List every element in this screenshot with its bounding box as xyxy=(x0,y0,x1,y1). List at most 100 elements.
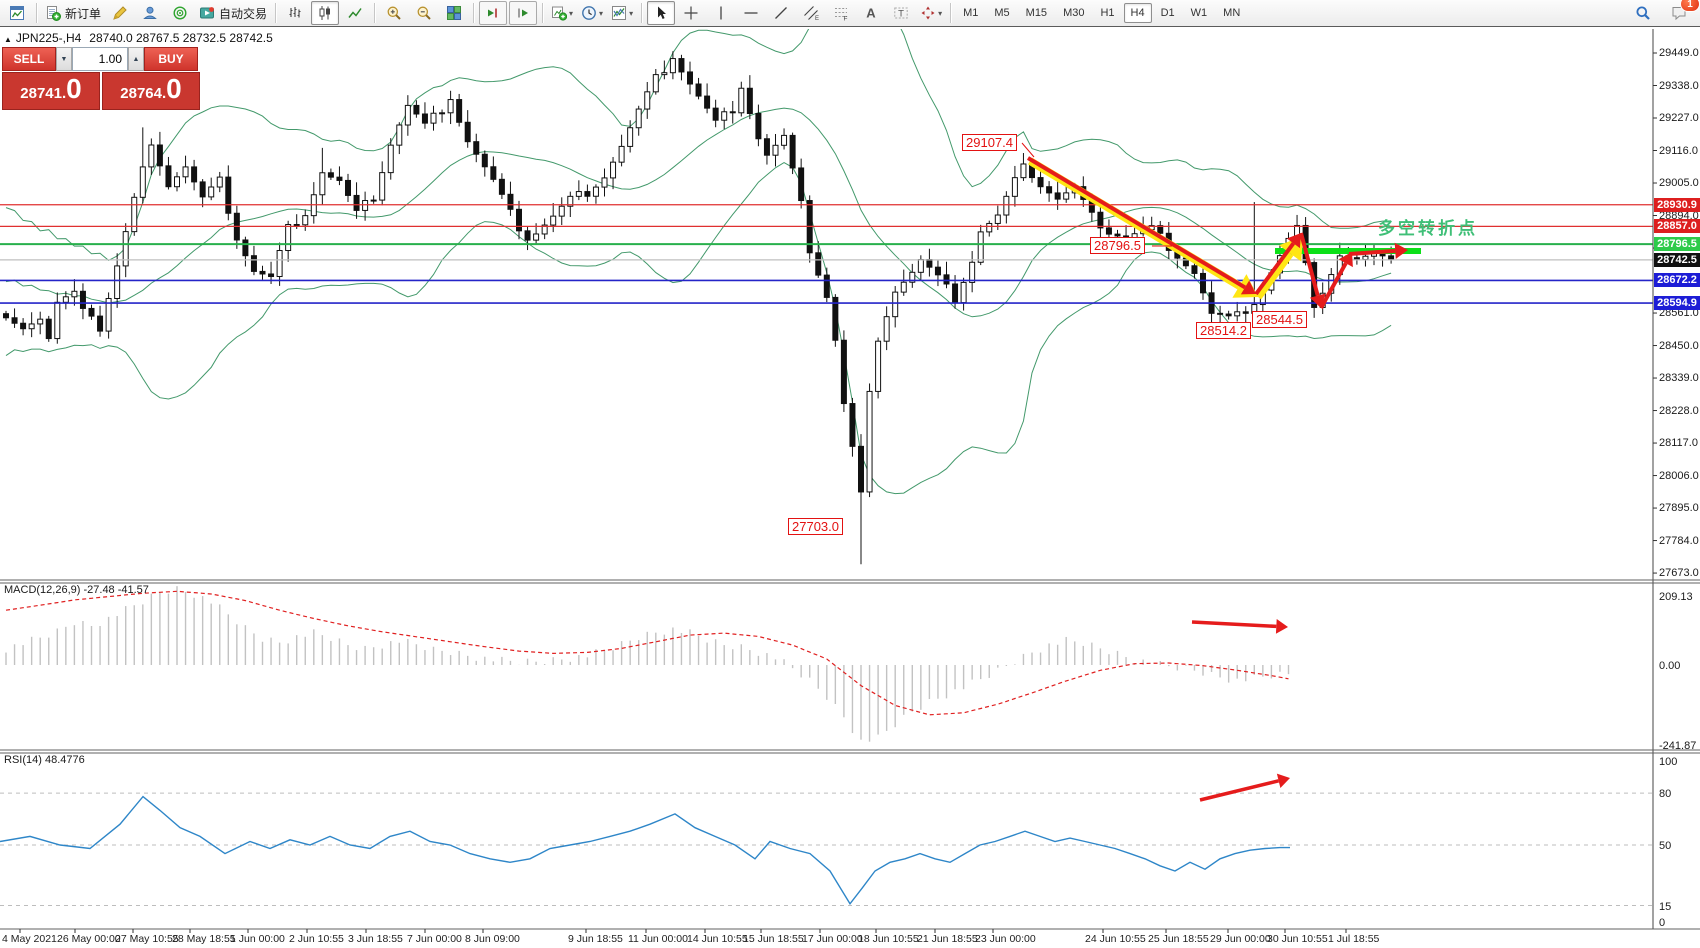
sell-price[interactable]: 28741. 0 xyxy=(2,72,100,110)
chevron-down-icon[interactable]: ▾ xyxy=(938,8,943,18)
sell-price-main: 28741. xyxy=(20,85,67,102)
chat-button[interactable]: 1 xyxy=(1665,0,1700,25)
timeframe-h4-button[interactable]: H4 xyxy=(1123,3,1152,23)
toolbar-separator xyxy=(275,3,277,23)
svg-text:F: F xyxy=(844,16,848,22)
line-chart-button[interactable] xyxy=(341,1,369,25)
crosshair-icon xyxy=(684,6,698,20)
timeframe-m5-button[interactable]: M5 xyxy=(994,7,1010,19)
zoom-out-button[interactable] xyxy=(410,1,438,25)
timeframe-m30-button[interactable]: M30 xyxy=(1063,7,1085,19)
crosshair-button[interactable] xyxy=(677,1,705,25)
bar-chart-button[interactable] xyxy=(281,1,309,25)
buy-price[interactable]: 28764. 0 xyxy=(102,72,200,110)
price-axis-tick: 28006.0 xyxy=(1659,469,1699,482)
time-axis-label: 7 Jun 00:00 xyxy=(407,933,462,945)
price-axis-tick: 29338.0 xyxy=(1659,79,1699,92)
price-annotation-label[interactable]: 28544.5 xyxy=(1252,311,1307,328)
macd-label: MACD(12,26,9) -27.48 -41.57 xyxy=(4,584,149,596)
chevron-down-icon[interactable]: ▾ xyxy=(599,8,604,18)
volume-input[interactable] xyxy=(72,47,128,71)
price-axis-tick: 28117.0 xyxy=(1659,437,1698,450)
price-axis-tick: 29005.0 xyxy=(1659,177,1699,189)
time-axis-label: 18 Jun 10:55 xyxy=(858,933,919,945)
new-order-icon xyxy=(47,6,61,21)
buy-price-big-digit: 0 xyxy=(166,73,182,104)
cursor-button[interactable] xyxy=(647,1,676,25)
chevron-down-icon[interactable]: ▾ xyxy=(569,8,574,18)
channel-button[interactable]: E xyxy=(797,1,825,25)
trendline-button[interactable] xyxy=(767,1,795,25)
fibo-icon: F xyxy=(835,8,848,22)
zoom-in-button[interactable] xyxy=(380,1,408,25)
volume-increase-button[interactable]: ▲ xyxy=(128,47,144,71)
new-chart-button[interactable]: ▾ xyxy=(548,1,576,25)
vline-button[interactable] xyxy=(707,1,735,25)
periods-button[interactable]: ▾ xyxy=(578,1,606,25)
channel-icon: E xyxy=(804,6,819,21)
volume-decrease-button[interactable]: ▼ xyxy=(56,47,72,71)
fibonacci-button[interactable]: F xyxy=(827,1,855,25)
new-order-button[interactable]: 新订单 xyxy=(42,1,104,25)
profile-icon xyxy=(143,6,157,19)
price-annotation-label[interactable]: 29107.4 xyxy=(962,134,1017,151)
new-order-button-label: 新订单 xyxy=(65,6,102,21)
new-chart-icon xyxy=(552,6,568,21)
timeframe-h1-button[interactable]: H1 xyxy=(1100,7,1115,19)
time-axis-label: 23 Jun 00:00 xyxy=(975,933,1036,945)
toolbar-separator xyxy=(542,3,544,23)
time-axis-label: 27 May 10:55 xyxy=(115,933,179,945)
price-axis-tick: 27895.0 xyxy=(1659,502,1699,515)
chart-props-icon xyxy=(612,6,627,20)
time-axis-label: 11 Jun 00:00 xyxy=(628,933,688,945)
auto-scroll-button[interactable] xyxy=(509,1,538,25)
tiles-icon xyxy=(447,6,462,20)
rsi-axis-tick: 15 xyxy=(1659,900,1672,913)
clock-icon xyxy=(582,6,596,20)
chevron-down-icon[interactable]: ▾ xyxy=(629,8,634,18)
notification-badge: 1 xyxy=(1680,0,1700,12)
timeframe-d1-button[interactable]: D1 xyxy=(1160,7,1175,19)
timeframe-m1-button[interactable]: M1 xyxy=(963,7,979,19)
pivot-annotation-text[interactable]: 多空转折点 xyxy=(1378,219,1478,238)
autotrading-button[interactable]: 自动交易 xyxy=(196,1,270,25)
ohlc-values: 28740.0 28767.5 28732.5 28742.5 xyxy=(89,31,273,45)
timeframe-w1-button[interactable]: W1 xyxy=(1190,7,1208,19)
broadcast-button[interactable] xyxy=(166,1,194,25)
price-annotation-label[interactable]: 28514.2 xyxy=(1196,322,1251,339)
autotrade-icon xyxy=(200,7,215,19)
timeframe-m15-button[interactable]: M15 xyxy=(1025,7,1048,19)
candlestick-button[interactable] xyxy=(311,1,340,25)
price-annotation-label[interactable]: 28796.5 xyxy=(1090,237,1145,254)
template-button[interactable]: ▾ xyxy=(608,1,636,25)
price-axis-badge: 28857.0 xyxy=(1654,219,1700,234)
metaeditor-button[interactable] xyxy=(106,1,134,25)
rsi-axis-tick: 80 xyxy=(1659,788,1672,801)
shapes-button[interactable]: ▾ xyxy=(917,1,945,25)
search-button[interactable] xyxy=(1629,1,1657,25)
app-icon[interactable] xyxy=(3,1,31,25)
price-axis-badge: 28796.5 xyxy=(1654,237,1700,252)
timeframe-mn-button[interactable]: MN xyxy=(1223,7,1241,19)
text-button[interactable]: A xyxy=(857,1,885,25)
price-axis-tick: 27673.0 xyxy=(1659,567,1699,580)
time-axis-label: 1 Jul 18:55 xyxy=(1328,933,1380,945)
price-axis-tick: 28339.0 xyxy=(1659,372,1699,385)
collapse-icon[interactable]: ▲ xyxy=(4,35,12,44)
tile-windows-button[interactable] xyxy=(440,1,468,25)
time-axis-label: 3 Jun 18:55 xyxy=(348,933,403,945)
buy-button[interactable]: BUY xyxy=(144,47,198,71)
label-button[interactable]: T xyxy=(887,1,915,25)
sell-button[interactable]: SELL xyxy=(2,47,56,71)
time-axis-label: 24 Jun 10:55 xyxy=(1085,933,1146,945)
chart-shift-button[interactable] xyxy=(479,1,508,25)
price-annotation-label[interactable]: 27703.0 xyxy=(788,518,843,535)
hline-button[interactable] xyxy=(737,1,765,25)
svg-text:E: E xyxy=(815,16,819,21)
profile-button[interactable] xyxy=(136,1,164,25)
price-axis-tick: 28228.0 xyxy=(1659,404,1699,417)
auto-scroll-icon xyxy=(518,8,529,18)
time-axis-label: 14 Jun 10:55 xyxy=(687,933,748,945)
